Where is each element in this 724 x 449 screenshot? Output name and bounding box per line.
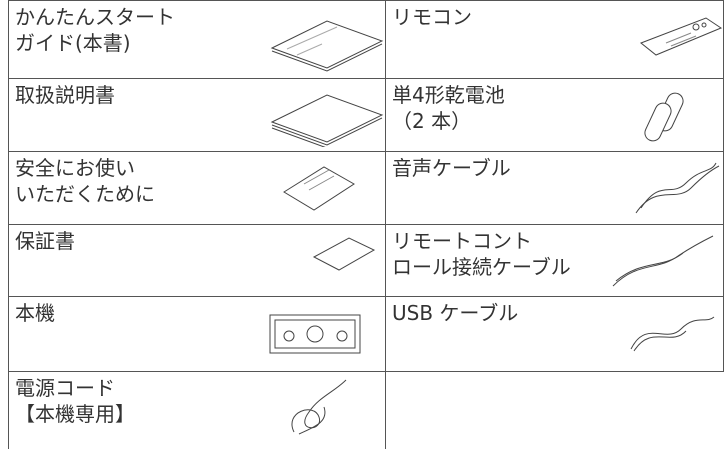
text-line: かんたんスタート — [15, 5, 175, 29]
text-line: 単4形乾電池 — [392, 83, 505, 107]
text-line: 取扱説明書 — [15, 83, 115, 107]
table-cell: 音声ケーブル — [385, 151, 724, 224]
text-line: 音声ケーブル — [392, 156, 511, 180]
text-line: リモコン — [392, 5, 472, 29]
item-illustration — [608, 231, 718, 295]
table-cell: 本機 — [8, 296, 385, 371]
cell-text: 取扱説明書 — [15, 82, 115, 108]
cell-text: 安全にお使い いただくために — [15, 155, 155, 207]
text-line: リモートコント — [392, 229, 532, 253]
text-line: ロール接続ケーブル — [392, 255, 571, 279]
cell-text: リモートコント ロール接続ケーブル — [392, 228, 571, 280]
table-cell: USB ケーブル — [385, 296, 724, 371]
item-illustration — [636, 13, 724, 67]
text-line: ガイド(本書) — [15, 31, 131, 55]
item-illustration — [309, 235, 379, 279]
item-illustration — [267, 87, 387, 151]
table-cell: リモコン — [385, 0, 724, 78]
table-cell: 電源コード 【本機専用】 — [8, 371, 385, 449]
table-cell: 安全にお使い いただくために — [8, 151, 385, 224]
text-line: 本機 — [15, 301, 55, 325]
text-line: （2 本） — [392, 109, 472, 133]
cell-text: 音声ケーブル — [392, 155, 511, 181]
cell-text: リモコン — [392, 4, 472, 30]
text-line: 【本機専用】 — [15, 402, 135, 426]
text-line: USB ケーブル — [392, 301, 519, 325]
cell-text: 保証書 — [15, 228, 75, 254]
item-illustration — [267, 13, 387, 77]
cell-text: 本機 — [15, 300, 55, 326]
table-cell: 保証書 — [8, 224, 385, 296]
table-cell: リモートコント ロール接続ケーブル — [385, 224, 724, 296]
item-illustration — [279, 162, 359, 221]
item-illustration — [644, 87, 704, 151]
text-line: 電源コード — [15, 376, 115, 400]
cell-text: USB ケーブル — [392, 300, 518, 326]
item-illustration — [626, 309, 716, 358]
table-cell: 単4形乾電池 （2 本） — [385, 78, 724, 151]
cell-text: 電源コード 【本機専用】 — [15, 375, 135, 427]
text-line: 保証書 — [15, 229, 75, 253]
item-illustration — [284, 372, 354, 446]
table-cell — [385, 371, 724, 449]
text-line: いただくために — [15, 182, 155, 206]
item-illustration — [267, 309, 363, 361]
cell-text: かんたんスタート ガイド(本書) — [15, 4, 175, 56]
text-line: 安全にお使い — [15, 156, 135, 180]
table-cell: かんたんスタート ガイド(本書) — [8, 0, 385, 78]
cell-text: 単4形乾電池 （2 本） — [392, 82, 505, 134]
table-cell: 取扱説明書 — [8, 78, 385, 151]
item-illustration — [631, 158, 721, 222]
